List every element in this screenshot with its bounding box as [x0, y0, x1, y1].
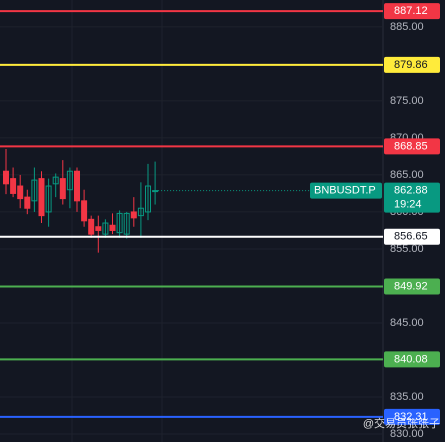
- candle-body: [38, 178, 45, 217]
- candle-body: [17, 185, 24, 200]
- candle-body: [45, 185, 52, 213]
- candle-body: [137, 207, 144, 217]
- watermark: @交易员张张子: [363, 416, 440, 430]
- candle-body: [74, 170, 80, 202]
- candle-body: [123, 212, 130, 235]
- price-label: 879.86: [394, 59, 428, 71]
- symbol-label: BNBUSDT.P: [314, 185, 376, 197]
- candle-body: [66, 170, 73, 191]
- y-tick-label: 830.00: [390, 428, 424, 440]
- y-tick-label: 865.00: [390, 169, 424, 181]
- price-box: [384, 278, 440, 295]
- price-box: [384, 351, 440, 368]
- price-box: [384, 56, 440, 73]
- symbol-box: [310, 182, 382, 199]
- y-tick-label: 885.00: [390, 21, 424, 33]
- y-tick-label: 845.00: [390, 317, 424, 329]
- candle-body: [109, 224, 116, 231]
- price-label: 856.65: [394, 231, 428, 243]
- price-label: 887.12: [394, 5, 428, 17]
- candle-body: [81, 200, 88, 222]
- y-tick-label: 855.00: [390, 243, 424, 255]
- candle-body: [88, 218, 95, 235]
- last-price-box: [384, 182, 440, 213]
- candle-body: [59, 178, 66, 200]
- last-price-label: 862.88: [394, 185, 428, 197]
- candle-body: [24, 196, 31, 209]
- candle-body: [3, 170, 9, 185]
- y-tick-label: 875.00: [390, 95, 424, 107]
- price-box: [384, 3, 440, 20]
- candle-body: [31, 179, 38, 202]
- candle-body: [130, 211, 137, 219]
- price-label: 849.92: [394, 280, 428, 292]
- candle-body: [52, 176, 59, 185]
- y-tick-label: 835.00: [390, 391, 424, 403]
- candle-body: [145, 185, 151, 213]
- price-box: [384, 408, 440, 425]
- price-box: [384, 228, 440, 245]
- candle-body: [95, 226, 102, 231]
- price-label: 840.08: [394, 353, 428, 365]
- candle-body: [10, 178, 17, 194]
- countdown-label: 19:24: [394, 199, 422, 211]
- price-box: [384, 138, 440, 155]
- price-label: 868.85: [394, 140, 428, 152]
- price-label: 832.31: [394, 411, 428, 423]
- candle-body: [116, 212, 123, 234]
- candle-body: [102, 222, 109, 235]
